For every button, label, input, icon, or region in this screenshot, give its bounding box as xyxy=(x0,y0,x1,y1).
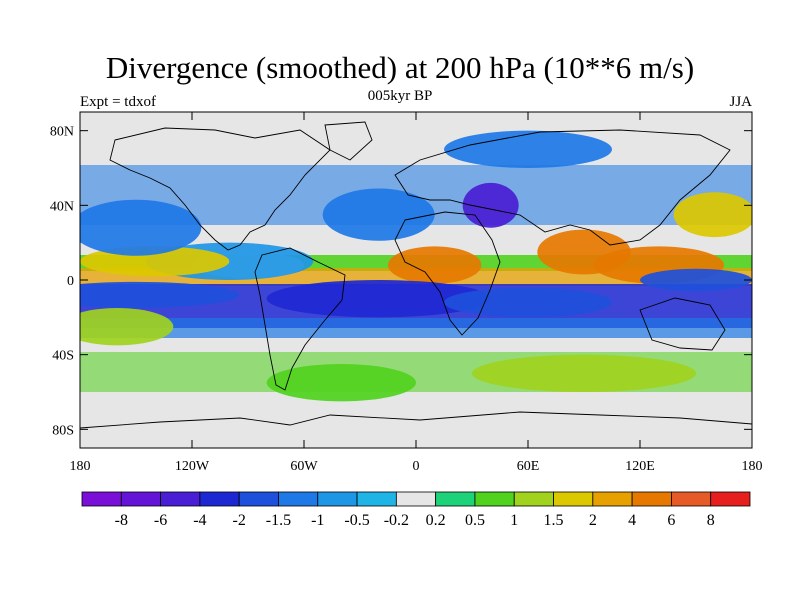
colorbar-label: -0.2 xyxy=(384,512,409,529)
colorbar-label: -4 xyxy=(193,512,206,529)
colorbar-label: -1 xyxy=(311,512,324,529)
map-subtitle: 005kyr BP xyxy=(367,88,433,104)
field-region-15 xyxy=(673,192,752,238)
lon-tick-label: 60W xyxy=(290,459,318,474)
colorbar-label: 6 xyxy=(667,512,675,529)
colorbar-swatch xyxy=(710,491,751,507)
lat-tick-label: 80S xyxy=(52,423,74,438)
colorbar-swatch xyxy=(160,491,201,507)
colorbar-swatch xyxy=(81,491,122,507)
field-region-4 xyxy=(388,246,482,284)
coastlines xyxy=(80,121,752,429)
colorbar-swatch xyxy=(120,491,161,507)
colorbar-label: -6 xyxy=(154,512,167,529)
lon-tick-label: 0 xyxy=(413,459,420,474)
colorbar: -8 -6 -4 -2 -1.5 -1 -0.5 -0.2 0.2 0.5 1 1.5 2 4 6 8 xyxy=(81,491,751,529)
field-region-14 xyxy=(444,130,612,168)
colorbar-label: -2 xyxy=(233,512,246,529)
southern-band-light-negative xyxy=(80,318,752,338)
lat-tick-label: 0 xyxy=(67,274,74,289)
lon-tick-label: 120W xyxy=(175,459,210,474)
africa-coast xyxy=(394,211,501,336)
field-region-9 xyxy=(444,287,612,318)
colorbar-swatch xyxy=(199,491,240,507)
colorbar-swatch xyxy=(631,491,672,507)
lat-tick-label: 40N xyxy=(50,199,74,214)
colorbar-swatch xyxy=(238,491,279,507)
lon-tick-label: 120E xyxy=(625,459,655,474)
lat-tick-label: 80N xyxy=(50,125,74,140)
field-region-8 xyxy=(266,280,491,318)
australia-coast xyxy=(639,297,726,351)
colorbar-label: 0.5 xyxy=(465,512,485,529)
colorbar-label: -8 xyxy=(115,512,128,529)
field-region-12 xyxy=(322,188,435,241)
colorbar-swatch xyxy=(671,491,712,507)
lon-tick-label: 60E xyxy=(517,459,540,474)
field-region-7 xyxy=(80,281,239,308)
colorbar-swatch xyxy=(474,491,515,507)
axis-ticks: 180 120W 60W 0 60E 120E 180 80N 40N 0 40S 80S xyxy=(50,112,763,474)
colorbar-label: 1 xyxy=(510,512,518,529)
antarctica-coast xyxy=(80,411,752,429)
colorbar-swatch xyxy=(395,491,437,507)
map-regions xyxy=(80,130,752,402)
field-region-16 xyxy=(80,308,174,346)
lon-tick-label: 180 xyxy=(70,459,91,474)
colorbar-swatch xyxy=(592,491,633,507)
colorbar-swatch xyxy=(513,491,554,507)
experiment-label: Expt = tdxof xyxy=(80,94,156,110)
colorbar-swatch xyxy=(356,491,397,507)
europe-asia-coast xyxy=(394,129,731,246)
colorbar-label: 8 xyxy=(707,512,715,529)
field-region-17 xyxy=(472,354,696,393)
season-label: JJA xyxy=(729,94,752,110)
field-region-18 xyxy=(266,364,416,402)
colorbar-label: 2 xyxy=(589,512,597,529)
map-field xyxy=(80,112,752,448)
colorbar-swatch xyxy=(553,491,594,507)
colorbar-swatch xyxy=(435,491,476,507)
south-america-coast xyxy=(254,247,346,391)
colorbar-label: -0.5 xyxy=(344,512,369,529)
field-region-10 xyxy=(640,268,752,292)
field-region-11 xyxy=(80,199,202,256)
map-title: Divergence (smoothed) at 200 hPa (10**6 … xyxy=(105,50,695,85)
field-region-13 xyxy=(462,182,519,228)
lat-tick-label: 40S xyxy=(52,349,74,364)
colorbar-label: 0.2 xyxy=(426,512,446,529)
colorbar-swatch xyxy=(317,491,358,507)
colorbar-label: 4 xyxy=(628,512,636,529)
colorbar-label: -1.5 xyxy=(266,512,291,529)
north-america-coast xyxy=(109,127,331,251)
colorbar-swatch xyxy=(278,491,319,507)
greenland-coast xyxy=(324,121,373,161)
lon-tick-label: 180 xyxy=(742,459,763,474)
colorbar-label: 1.5 xyxy=(544,512,564,529)
